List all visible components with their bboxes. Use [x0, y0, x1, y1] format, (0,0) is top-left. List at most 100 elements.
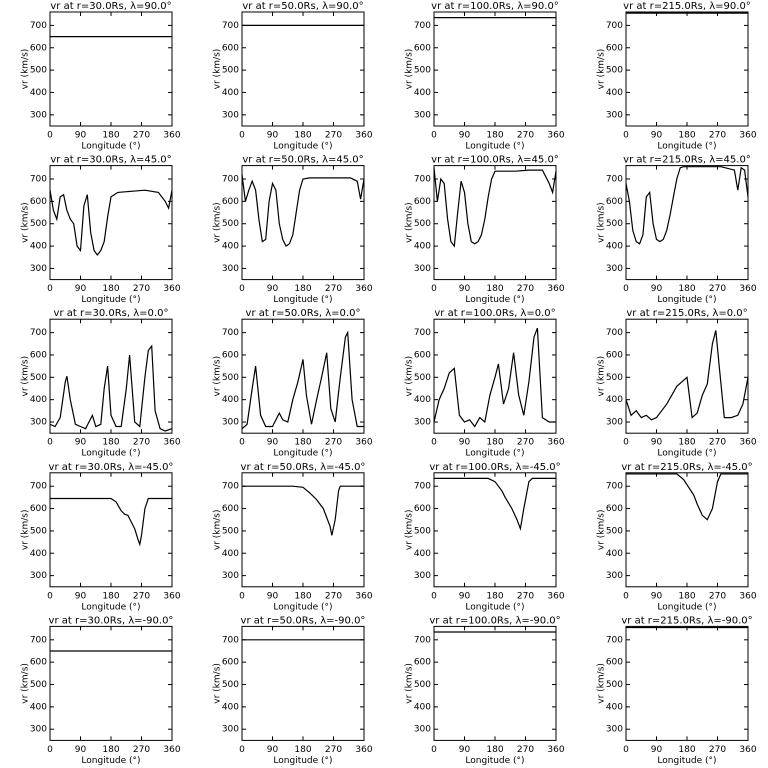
x-tick-label: 270 [517, 745, 534, 755]
x-tick-label: 0 [47, 284, 53, 294]
y-axis-label: vr (km/s) [21, 663, 31, 704]
y-tick-label: 700 [30, 175, 47, 185]
panel: vr at r=215.0Rs, λ=90.0° 0 90 180 270 360 300 4… [597, 1, 757, 152]
x-tick-label: 180 [294, 438, 311, 448]
y-axis-label: vr (km/s) [213, 202, 223, 243]
x-tick-label: 270 [325, 284, 342, 294]
data-line [433, 167, 557, 248]
panel: vr at r=50.0Rs, λ=0.0° 0 90 180 270 360 300 400… [213, 308, 373, 459]
x-tick-label: 0 [431, 131, 437, 141]
data-line [241, 330, 364, 430]
panel-title: vr at r=50.0Rs, λ=90.0° [242, 1, 363, 12]
y-axis-label: vr (km/s) [213, 663, 223, 704]
x-tick-label: 270 [517, 591, 534, 601]
x-tick-label: 360 [547, 745, 564, 755]
y-tick-label: 600 [606, 197, 623, 207]
y-tick-label: 400 [414, 88, 431, 98]
x-tick-label: 270 [325, 591, 342, 601]
y-tick-label: 500 [30, 219, 47, 229]
x-tick-label: 90 [75, 438, 87, 448]
panel: vr at r=100.0Rs, λ=0.0° 0 90 180 270 360 300 40… [405, 308, 565, 459]
x-tick-label: 180 [678, 131, 695, 141]
panel: vr at r=100.0Rs, λ=90.0° 0 90 180 270 360 300 4… [405, 1, 565, 152]
plot-frame [49, 472, 173, 588]
y-tick-label: 500 [606, 373, 623, 383]
x-axis-label: Longitude (°) [657, 142, 716, 152]
x-axis-label: Longitude (°) [81, 756, 140, 766]
x-tick-label: 90 [75, 131, 87, 141]
data-line [434, 477, 556, 531]
y-tick-label: 700 [606, 328, 623, 338]
panel: vr at r=215.0Rs, λ=45.0° 0 90 180 270 360 300 4… [597, 155, 757, 306]
x-axis-label: Longitude (°) [81, 295, 140, 305]
panel-title: vr at r=100.0Rs, λ=90.0° [431, 1, 559, 12]
y-axis-label: vr (km/s) [213, 356, 223, 397]
x-axis-label: Longitude (°) [273, 142, 332, 152]
panel-title: vr at r=100.0Rs, λ=45.0° [431, 155, 559, 166]
y-tick-label: 600 [414, 504, 431, 514]
panel: vr at r=215.0Rs, λ=-45.0° 0 90 180 270 360 300… [597, 462, 757, 613]
data-line [625, 166, 749, 245]
y-tick-label: 700 [222, 635, 239, 645]
y-tick-label: 600 [222, 197, 239, 207]
x-tick-label: 360 [163, 284, 180, 294]
x-tick-label: 90 [459, 745, 471, 755]
plot-frame [241, 165, 365, 281]
x-tick-label: 0 [47, 591, 53, 601]
y-tick-label: 700 [414, 175, 431, 185]
y-tick-label: 700 [606, 175, 623, 185]
y-tick-label: 300 [222, 725, 239, 735]
panel-title: vr at r=50.0Rs, λ=45.0° [242, 155, 363, 166]
plot-frame [49, 165, 173, 281]
x-axis-label: Longitude (°) [657, 756, 716, 766]
y-tick-label: 400 [606, 88, 623, 98]
x-tick-label: 180 [102, 284, 119, 294]
x-axis-label: Longitude (°) [81, 142, 140, 152]
x-tick-label: 180 [102, 591, 119, 601]
y-tick-label: 600 [414, 658, 431, 668]
x-tick-label: 270 [133, 284, 150, 294]
y-tick-label: 600 [222, 504, 239, 514]
x-tick-label: 270 [517, 284, 534, 294]
x-tick-label: 90 [267, 284, 279, 294]
x-tick-label: 360 [739, 131, 756, 141]
x-axis-label: Longitude (°) [273, 295, 332, 305]
x-tick-label: 270 [133, 438, 150, 448]
y-tick-label: 700 [30, 635, 47, 645]
x-tick-label: 180 [294, 591, 311, 601]
y-tick-label: 500 [414, 526, 431, 536]
plot-frame [433, 165, 557, 281]
panel-title: vr at r=215.0Rs, λ=-90.0° [621, 615, 752, 626]
x-tick-label: 90 [651, 284, 663, 294]
y-tick-label: 600 [30, 350, 47, 360]
x-tick-label: 90 [459, 131, 471, 141]
y-tick-label: 400 [222, 242, 239, 252]
plot-frame [49, 625, 173, 741]
x-tick-label: 0 [431, 745, 437, 755]
y-tick-label: 700 [414, 21, 431, 31]
y-tick-label: 600 [30, 43, 47, 53]
y-tick-label: 600 [30, 504, 47, 514]
y-axis-label: vr (km/s) [213, 49, 223, 90]
y-tick-label: 600 [222, 43, 239, 53]
plot-frame [241, 11, 365, 127]
x-axis-label: Longitude (°) [465, 756, 524, 766]
panel: vr at r=100.0Rs, λ=45.0° 0 90 180 270 360 300 4… [405, 155, 565, 306]
plot-frame [241, 625, 365, 741]
y-tick-label: 400 [30, 242, 47, 252]
y-tick-label: 500 [414, 66, 431, 76]
x-tick-label: 360 [355, 131, 372, 141]
x-tick-label: 90 [651, 438, 663, 448]
x-tick-label: 270 [709, 591, 726, 601]
plot-frame [433, 472, 557, 588]
x-axis-label: Longitude (°) [465, 449, 524, 459]
y-tick-label: 600 [414, 197, 431, 207]
y-tick-label: 400 [30, 88, 47, 98]
y-tick-label: 500 [30, 66, 47, 76]
y-tick-label: 700 [222, 482, 239, 492]
x-tick-label: 0 [431, 591, 437, 601]
panel-title: vr at r=50.0Rs, λ=0.0° [246, 308, 361, 319]
y-tick-label: 400 [414, 242, 431, 252]
y-axis-label: vr (km/s) [21, 509, 31, 550]
x-tick-label: 90 [459, 284, 471, 294]
